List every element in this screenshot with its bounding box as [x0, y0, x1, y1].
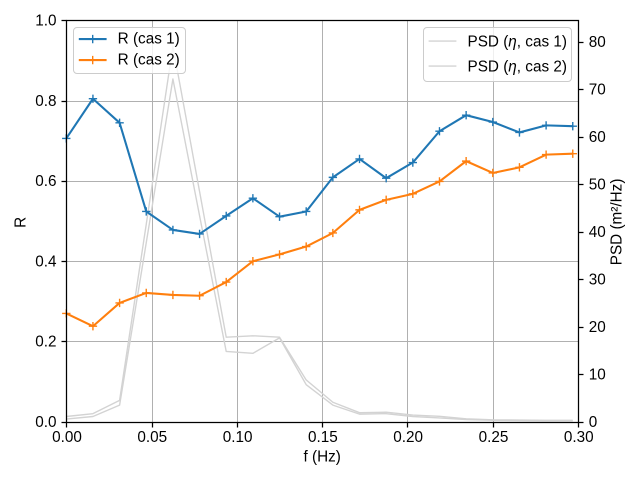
- svg-text:0.10: 0.10: [223, 429, 253, 446]
- svg-text:0.2: 0.2: [35, 334, 56, 351]
- svg-text:R: R: [13, 217, 30, 228]
- svg-text:50: 50: [589, 177, 606, 194]
- svg-text:0.30: 0.30: [564, 429, 594, 446]
- svg-text:0.4: 0.4: [35, 253, 57, 270]
- svg-text:R (cas 1): R (cas 1): [118, 31, 180, 48]
- svg-text:30: 30: [589, 272, 606, 289]
- svg-text:0.0: 0.0: [35, 414, 56, 431]
- svg-text:0: 0: [589, 414, 598, 431]
- svg-text:60: 60: [589, 129, 606, 146]
- svg-text:0.6: 0.6: [35, 173, 56, 190]
- svg-text:10: 10: [589, 366, 606, 383]
- svg-text:0.20: 0.20: [393, 429, 423, 446]
- svg-text:0.15: 0.15: [308, 429, 338, 446]
- svg-text:R (cas 2): R (cas 2): [118, 52, 180, 69]
- svg-text:0.05: 0.05: [137, 429, 167, 446]
- svg-text:PSD (m²/Hz): PSD (m²/Hz): [609, 179, 626, 266]
- svg-text:PSD (η, cas 2): PSD (η, cas 2): [468, 58, 567, 75]
- svg-text:40: 40: [589, 224, 606, 241]
- svg-text:80: 80: [589, 34, 606, 51]
- svg-text:f (Hz): f (Hz): [303, 449, 340, 466]
- svg-text:0.00: 0.00: [52, 429, 82, 446]
- svg-text:20: 20: [589, 319, 606, 336]
- svg-text:PSD (η, cas 1): PSD (η, cas 1): [468, 33, 567, 50]
- svg-text:0.25: 0.25: [479, 429, 509, 446]
- svg-text:1.0: 1.0: [35, 13, 56, 30]
- svg-text:70: 70: [589, 82, 606, 99]
- svg-text:0.8: 0.8: [35, 93, 56, 110]
